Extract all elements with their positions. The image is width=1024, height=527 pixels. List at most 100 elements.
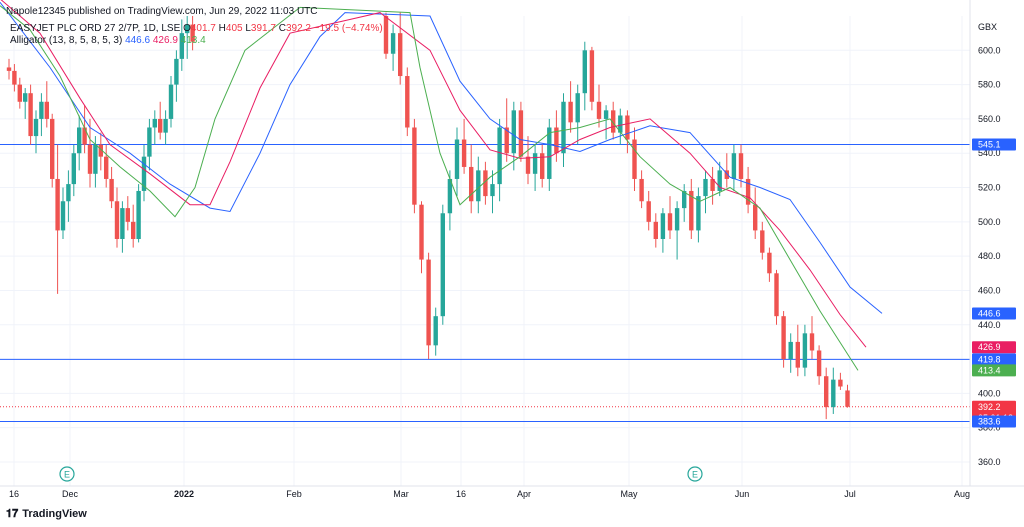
candle-body (39, 101, 44, 119)
candle-body (77, 127, 82, 154)
candle-body (504, 127, 509, 154)
candle-body (753, 204, 758, 231)
alligator-lines (0, 0, 883, 371)
candle-body (419, 204, 424, 260)
time-tick-label: Aug (954, 489, 970, 499)
change-value: −19.5 (−4.74%) (313, 23, 383, 34)
candle-body (511, 110, 516, 154)
high-label: H (218, 23, 226, 34)
candle-body (82, 127, 87, 145)
candle-body (760, 230, 765, 253)
indicator-legend[interactable]: Alligator (13, 8, 5, 8, 5, 3) 446.6 426.… (10, 35, 206, 46)
time-axis[interactable]: 16 Dec 2022 Feb Mar 16 Apr May Jun Jul Aug (0, 485, 1024, 499)
low-value: 391.7 (250, 23, 276, 34)
price-tick-label: 520.0 (978, 183, 1001, 193)
symbol-name: EASYJET PLC ORD 27 2/7P, 1D, LSE (10, 23, 181, 34)
candle-body (589, 50, 595, 102)
candle-body (125, 208, 130, 222)
candle-body (55, 178, 60, 231)
price-tick-label: 560.0 (978, 114, 1001, 124)
candle-body (703, 178, 708, 197)
open-value: 401.7 (190, 23, 216, 34)
candle-body (554, 127, 559, 154)
price-tick-label: 440.0 (978, 320, 1001, 330)
price-label-text: 446.6 (978, 308, 1001, 318)
low-label: L (245, 23, 251, 34)
candle-body (682, 190, 687, 209)
price-label-box (972, 415, 1016, 428)
chart-grid (0, 16, 970, 486)
candle-body (497, 127, 502, 185)
candle-body (731, 153, 737, 179)
candle-body (426, 259, 431, 346)
candle-body (93, 144, 98, 174)
candle-body (689, 190, 694, 231)
price-label-box (972, 138, 1016, 151)
indicator-name: Alligator (13, 8, 5, 8, 5, 3) (10, 35, 123, 46)
symbol-legend[interactable]: EASYJET PLC ORD 27 2/7P, 1D, LSE O401.7 … (10, 23, 383, 34)
candle-body (60, 201, 66, 231)
candle-body (104, 156, 109, 179)
candle-body (120, 208, 125, 239)
candle-body (781, 316, 786, 360)
high-value: 405 (225, 23, 243, 34)
footer-brand[interactable]: 𝟏𝟕 TradingView (6, 508, 87, 521)
candle-body (596, 101, 602, 119)
earnings-letter: E (64, 470, 70, 480)
candle-body (440, 213, 445, 317)
candle-body (114, 201, 120, 239)
candle-body (158, 118, 163, 133)
candle-body (618, 115, 623, 133)
price-tick-label: 460.0 (978, 285, 1001, 295)
candle-body (87, 144, 93, 174)
candle-body (12, 70, 17, 85)
candle-body (646, 201, 651, 222)
candle-body (710, 178, 715, 191)
time-tick-label: May (620, 489, 638, 499)
candle-body (674, 208, 680, 231)
tradingview-logo-icon: 𝟏𝟕 (6, 508, 19, 520)
candle-body (66, 184, 71, 202)
candle-body (33, 118, 39, 137)
candle-body (745, 178, 751, 205)
price-label-text: 545.1 (978, 139, 1001, 149)
alligator-lips-line (0, 5, 859, 371)
candle-body (795, 341, 800, 368)
price-label-text: 383.6 (978, 417, 1001, 427)
candle-body (788, 341, 793, 360)
time-tick-label: Jun (735, 489, 750, 499)
price-label-box (972, 364, 1016, 377)
candle-body (838, 379, 843, 387)
candle-body (447, 178, 453, 214)
candle-body (802, 333, 808, 368)
price-label-text: 392.2 (978, 402, 1001, 412)
candle-body (131, 221, 136, 239)
candle-body (525, 156, 531, 174)
candle-body (141, 156, 147, 191)
candle-body (174, 58, 179, 85)
currency-label: GBX (978, 22, 997, 32)
candle-body (6, 67, 12, 71)
open-label: O (183, 23, 191, 34)
earnings-icon (687, 466, 703, 482)
candle-body (383, 16, 389, 54)
time-tick-label: Apr (517, 489, 531, 499)
price-tick-label: 580.0 (978, 80, 1001, 90)
candle-body (660, 213, 666, 239)
teeth-value: 426.9 (152, 35, 178, 46)
candle-body (532, 153, 538, 174)
earnings-icon (59, 466, 75, 482)
candle-body (603, 110, 609, 119)
candle-body (412, 127, 417, 205)
candle-body (809, 333, 815, 351)
candle-body (109, 178, 114, 202)
candle-body (469, 166, 474, 202)
candle-body (547, 127, 552, 179)
brand-name: TradingView (22, 508, 87, 520)
price-label-text: 426.9 (978, 342, 1001, 352)
price-axis[interactable]: GBX360.0380.0400.0420.0440.0460.0480.050… (969, 0, 1024, 486)
candle-body (653, 221, 658, 239)
candle-body (611, 110, 616, 133)
candle-body (168, 84, 174, 119)
